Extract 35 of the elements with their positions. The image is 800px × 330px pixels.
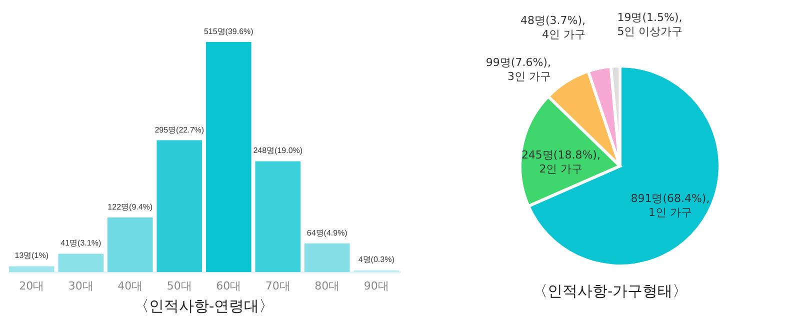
data-label: 891명(68.4%), — [630, 192, 710, 205]
data-label: 122명(9.4%) — [108, 202, 153, 212]
bar — [8, 266, 54, 272]
slice-label: 2인 가구 — [539, 162, 583, 176]
text: 〈인적사항-연령대〉 — [134, 297, 274, 315]
bar — [107, 218, 153, 272]
slice-label: 4인 가구 — [542, 28, 586, 42]
data-label: 48명(3.7%), — [520, 14, 586, 28]
bar — [304, 243, 350, 272]
x-tick-label: 40대 — [118, 280, 143, 292]
data-label: 41명(3.1%) — [60, 238, 102, 248]
bar — [206, 42, 252, 272]
data-label: 64명(4.9%) — [306, 228, 348, 238]
x-tick-label: 30대 — [68, 280, 94, 292]
data-label: 248명(19.0%) — [253, 146, 303, 156]
data-label: 13명(1%) — [14, 251, 49, 260]
bar — [156, 140, 202, 272]
x-tick-label: 60대 — [216, 280, 242, 292]
x-tick-label: 80대 — [314, 280, 340, 292]
data-label: 19명(1.5%), — [617, 11, 682, 24]
data-label: 245명(18.8%), — [521, 148, 600, 162]
text: 〈인적사항-가구형태〉 — [532, 282, 688, 300]
slice-label: 1인 가구 — [648, 206, 692, 219]
slice-label: 5인 이상가구 — [617, 25, 683, 38]
x-tick-label: 20대 — [19, 280, 44, 292]
slice-label: 3인 가구 — [507, 70, 551, 83]
data-label: 99명(7.6%), — [486, 56, 551, 69]
data-label: 295명(22.7%) — [154, 125, 204, 134]
x-tick-label: 90대 — [364, 280, 389, 292]
x-tick-label: 70대 — [265, 280, 290, 292]
data-label: 515명(39.6%) — [204, 27, 254, 36]
bar — [255, 161, 301, 272]
x-tick-label: 50대 — [166, 280, 192, 292]
bar — [58, 254, 104, 272]
data-label: 4명(0.3%) — [358, 255, 395, 264]
